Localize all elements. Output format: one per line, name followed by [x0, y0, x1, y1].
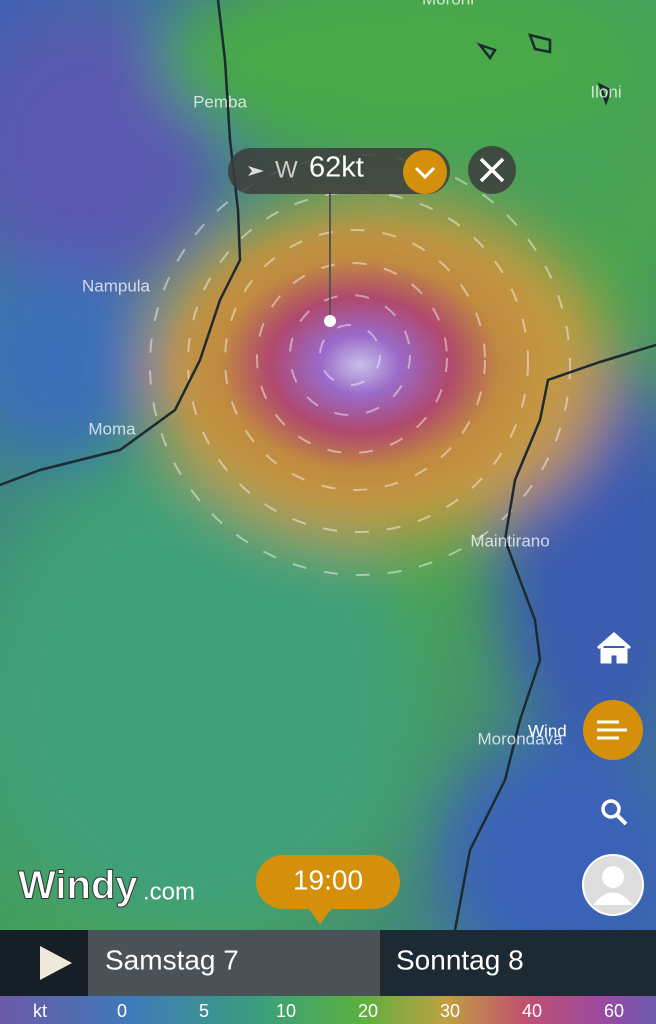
legend-unit: kt [33, 1001, 47, 1021]
coastlines [0, 0, 656, 931]
legend-tick: 20 [358, 1001, 378, 1021]
time-pointer [308, 908, 332, 924]
popup-speed: 62kt [309, 152, 364, 184]
chevron [414, 166, 436, 180]
search-handle [615, 813, 628, 826]
close-icon [479, 157, 505, 183]
place-label: Nampula [82, 276, 151, 295]
legend-bar [0, 996, 656, 1024]
place-label: Pemba [193, 92, 247, 111]
logo-brand: Windy [18, 864, 138, 908]
location-dot [324, 315, 336, 327]
popup[interactable] [228, 148, 450, 194]
place-label: Maintirano [470, 531, 549, 550]
search-button[interactable] [601, 799, 621, 819]
logo-suffix: .com [143, 878, 195, 905]
wind-icon [597, 720, 627, 740]
day-label: Samstag 7 [105, 944, 239, 975]
legend-tick: 5 [199, 1001, 209, 1021]
legend-tick: 40 [522, 1001, 542, 1021]
legend-tick: 0 [117, 1001, 127, 1021]
place-label: Iloni [590, 82, 621, 101]
place-label: Moroni [422, 0, 474, 8]
cyclone [160, 215, 560, 515]
avatar-head [602, 866, 624, 888]
current-time: 19:00 [293, 864, 363, 895]
legend-tick: 60 [604, 1001, 624, 1021]
play-button[interactable] [40, 946, 72, 980]
avatar-body [593, 892, 633, 905]
place-label: Moma [88, 419, 136, 438]
layer-label: Wind [528, 721, 567, 740]
popup-direction: W [275, 156, 298, 183]
direction-arrow [248, 166, 264, 176]
time-bubble[interactable] [256, 855, 400, 909]
day-label[interactable]: Sonntag 8 [396, 944, 524, 975]
legend-tick: 30 [440, 1001, 460, 1021]
place-label: Morondava [477, 729, 563, 748]
popup-expand[interactable] [403, 150, 447, 194]
home-button[interactable] [597, 632, 631, 664]
legend-tick: 10 [276, 1001, 296, 1021]
day-current[interactable] [88, 930, 380, 996]
